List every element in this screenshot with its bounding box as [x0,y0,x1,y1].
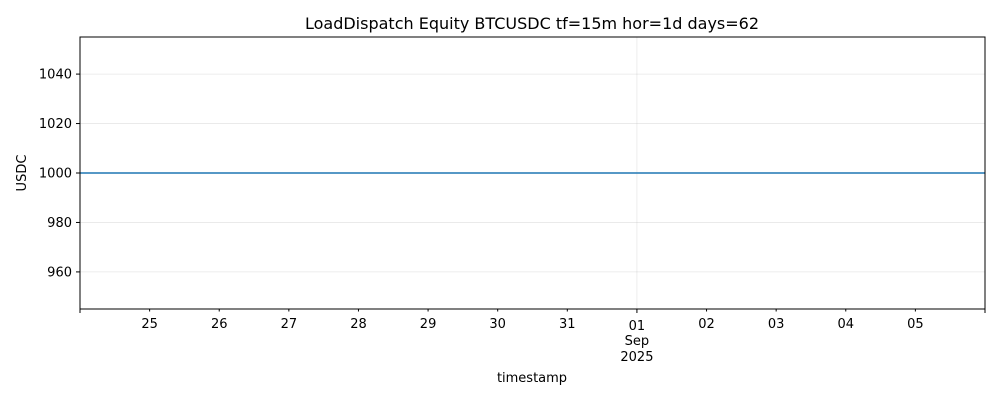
y-tick-label: 1000 [39,167,72,182]
x-tick-label: 25 [141,317,158,332]
x-tick-year-label: 2025 [620,350,653,365]
x-tick-label: 26 [211,317,228,332]
x-axis-label: timestamp [497,371,567,386]
x-tick-label: 03 [768,317,785,332]
y-tick-label: 980 [47,216,72,231]
chart-title: LoadDispatch Equity BTCUSDC tf=15m hor=1… [305,14,759,33]
x-tick-label: 05 [907,317,924,332]
y-tick-label: 960 [47,265,72,280]
x-tick-month-label: Sep [625,334,650,349]
x-tick-label: 02 [698,317,715,332]
x-tick-label: 31 [559,317,576,332]
x-tick-label: 27 [281,317,298,332]
x-tick-label: 30 [489,317,506,332]
y-tick-label: 1020 [39,117,72,132]
y-tick-label: 1040 [39,68,72,83]
x-tick-label: 04 [837,317,854,332]
y-axis-label: USDC [15,155,30,192]
y-axis: 960 980 1000 1020 1040 [39,68,80,280]
x-tick-label: 29 [420,317,437,332]
x-tick-label: 28 [350,317,367,332]
x-tick-label: 01 [629,319,646,334]
